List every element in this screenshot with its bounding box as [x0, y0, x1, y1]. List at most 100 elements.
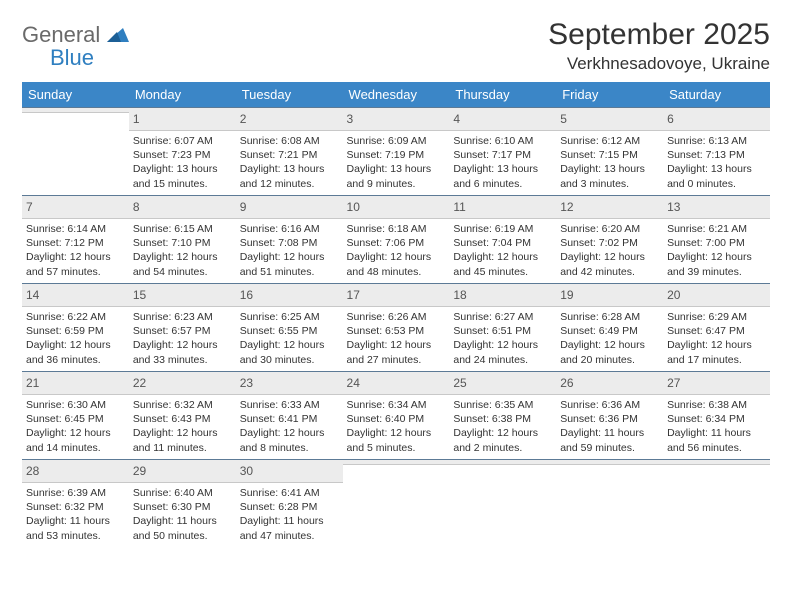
calendar-page: General Blue September 2025 Verkhnesadov…: [0, 0, 792, 565]
title-block: September 2025 Verkhnesadovoye, Ukraine: [548, 18, 770, 74]
day-number-bar: 16: [236, 283, 343, 307]
calendar-day-cell: 4 Sunrise: 6:10 AMSunset: 7:17 PMDaylight…: [449, 107, 556, 195]
day-number: 9: [240, 200, 247, 214]
calendar-day-cell: [343, 459, 450, 547]
calendar-day-cell: 24Sunrise: 6:34 AMSunset: 6:40 PMDayligh…: [343, 371, 450, 459]
day-number-bar: [556, 459, 663, 465]
day-number-bar: 22: [129, 371, 236, 395]
day-number-bar: 4: [449, 107, 556, 131]
calendar-day-cell: 30 Sunrise: 6:41 AMSunset: 6:28 PMDayligh…: [236, 459, 343, 547]
day-details: Sunrise: 6:29 AMSunset: 6:47 PMDaylight:…: [667, 310, 766, 367]
calendar-day-cell: 2Sunrise: 6:08 AMSunset: 7:21 PMDaylight…: [236, 107, 343, 195]
day-number: 14: [26, 288, 39, 302]
day-number: 29: [133, 464, 146, 478]
day-number: 15: [133, 288, 146, 302]
day-number-bar: 23: [236, 371, 343, 395]
day-details: Sunrise: 6:14 AMSunset: 7:12 PMDaylight:…: [26, 222, 125, 279]
day-number: 7: [26, 200, 33, 214]
weekday-header: Thursday: [449, 82, 556, 107]
calendar-day-cell: 12 Sunrise: 6:20 AMSunset: 7:02 PMDayligh…: [556, 195, 663, 283]
day-number: 28: [26, 464, 39, 478]
day-details: Sunrise: 6:30 AMSunset: 6:45 PMDaylight:…: [26, 398, 125, 455]
calendar-day-cell: 20 Sunrise: 6:29 AMSunset: 6:47 PMDayligh…: [663, 283, 770, 371]
calendar-day-cell: [22, 107, 129, 195]
day-details: Sunrise: 6:15 AMSunset: 7:10 PMDaylight:…: [133, 222, 232, 279]
calendar-day-cell: 15 Sunrise: 6:23 AMSunset: 6:57 PMDayligh…: [129, 283, 236, 371]
day-details: Sunrise: 6:13 AMSunset: 7:13 PMDaylight:…: [667, 134, 766, 191]
calendar-day-cell: 18 Sunrise: 6:27 AMSunset: 6:51 PMDayligh…: [449, 283, 556, 371]
day-number: 5: [560, 112, 567, 126]
day-number-bar: 3: [343, 107, 450, 131]
day-number: 6: [667, 112, 674, 126]
day-number-bar: 20: [663, 283, 770, 307]
calendar-day-cell: 21 Sunrise: 6:30 AMSunset: 6:45 PMDayligh…: [22, 371, 129, 459]
day-number: 18: [453, 288, 466, 302]
day-number: 21: [26, 376, 39, 390]
day-number: 23: [240, 376, 253, 390]
day-number: 20: [667, 288, 680, 302]
day-number-bar: 9: [236, 195, 343, 219]
day-details: Sunrise: 6:19 AMSunset: 7:04 PMDaylight:…: [453, 222, 552, 279]
month-title: September 2025: [548, 18, 770, 52]
day-number: 16: [240, 288, 253, 302]
calendar-day-cell: 25Sunrise: 6:35 AMSunset: 6:38 PMDayligh…: [449, 371, 556, 459]
calendar-day-cell: 13 Sunrise: 6:21 AMSunset: 7:00 PMDayligh…: [663, 195, 770, 283]
day-number-bar: 30: [236, 459, 343, 483]
calendar-day-cell: 22Sunrise: 6:32 AMSunset: 6:43 PMDayligh…: [129, 371, 236, 459]
day-number-bar: 2: [236, 107, 343, 131]
location-text: Verkhnesadovoye, Ukraine: [548, 54, 770, 74]
day-number-bar: [22, 107, 129, 113]
day-number-bar: 5: [556, 107, 663, 131]
calendar-day-cell: 8Sunrise: 6:15 AMSunset: 7:10 PMDaylight…: [129, 195, 236, 283]
weekday-header-row: SundayMondayTuesdayWednesdayThursdayFrid…: [22, 82, 770, 107]
day-number-bar: 18: [449, 283, 556, 307]
weekday-header: Wednesday: [343, 82, 450, 107]
calendar-day-cell: 11Sunrise: 6:19 AMSunset: 7:04 PMDayligh…: [449, 195, 556, 283]
logo-word-blue: Blue: [50, 45, 94, 70]
calendar-day-cell: 3Sunrise: 6:09 AMSunset: 7:19 PMDaylight…: [343, 107, 450, 195]
day-number-bar: 17: [343, 283, 450, 307]
day-number-bar: 28: [22, 459, 129, 483]
day-details: Sunrise: 6:34 AMSunset: 6:40 PMDaylight:…: [347, 398, 446, 455]
day-details: Sunrise: 6:27 AMSunset: 6:51 PMDaylight:…: [453, 310, 552, 367]
calendar-day-cell: 19Sunrise: 6:28 AMSunset: 6:49 PMDayligh…: [556, 283, 663, 371]
day-number-bar: 26: [556, 371, 663, 395]
day-details: Sunrise: 6:38 AMSunset: 6:34 PMDaylight:…: [667, 398, 766, 455]
day-details: Sunrise: 6:40 AMSunset: 6:30 PMDaylight:…: [133, 486, 232, 543]
day-details: Sunrise: 6:25 AMSunset: 6:55 PMDaylight:…: [240, 310, 339, 367]
day-number: 25: [453, 376, 466, 390]
day-details: Sunrise: 6:18 AMSunset: 7:06 PMDaylight:…: [347, 222, 446, 279]
calendar-day-cell: 1Sunrise: 6:07 AMSunset: 7:23 PMDaylight…: [129, 107, 236, 195]
day-number: 26: [560, 376, 573, 390]
calendar-day-cell: 5Sunrise: 6:12 AMSunset: 7:15 PMDaylight…: [556, 107, 663, 195]
calendar-day-cell: [449, 459, 556, 547]
logo: General Blue: [22, 24, 129, 70]
calendar-day-cell: 17 Sunrise: 6:26 AMSunset: 6:53 PMDayligh…: [343, 283, 450, 371]
day-number: 13: [667, 200, 680, 214]
day-number: 12: [560, 200, 573, 214]
weekday-header: Friday: [556, 82, 663, 107]
calendar-day-cell: [556, 459, 663, 547]
day-number: 3: [347, 112, 354, 126]
calendar-week-row: 7 Sunrise: 6:14 AMSunset: 7:12 PMDaylight…: [22, 195, 770, 283]
day-details: Sunrise: 6:26 AMSunset: 6:53 PMDaylight:…: [347, 310, 446, 367]
calendar-day-cell: 14Sunrise: 6:22 AMSunset: 6:59 PMDayligh…: [22, 283, 129, 371]
weekday-header: Tuesday: [236, 82, 343, 107]
day-number-bar: [663, 459, 770, 465]
day-number-bar: [343, 459, 450, 465]
day-number-bar: 1: [129, 107, 236, 131]
day-details: Sunrise: 6:20 AMSunset: 7:02 PMDaylight:…: [560, 222, 659, 279]
day-number-bar: 21: [22, 371, 129, 395]
day-number: 17: [347, 288, 360, 302]
day-details: Sunrise: 6:21 AMSunset: 7:00 PMDaylight:…: [667, 222, 766, 279]
calendar-week-row: 28Sunrise: 6:39 AMSunset: 6:32 PMDayligh…: [22, 459, 770, 547]
day-details: Sunrise: 6:10 AMSunset: 7:17 PMDaylight:…: [453, 134, 552, 191]
day-details: Sunrise: 6:23 AMSunset: 6:57 PMDaylight:…: [133, 310, 232, 367]
day-details: Sunrise: 6:33 AMSunset: 6:41 PMDaylight:…: [240, 398, 339, 455]
day-details: Sunrise: 6:41 AMSunset: 6:28 PMDaylight:…: [240, 486, 339, 543]
day-details: Sunrise: 6:28 AMSunset: 6:49 PMDaylight:…: [560, 310, 659, 367]
day-number: 22: [133, 376, 146, 390]
logo-word-general: General: [22, 22, 100, 47]
calendar-day-cell: 6 Sunrise: 6:13 AMSunset: 7:13 PMDaylight…: [663, 107, 770, 195]
day-number-bar: 25: [449, 371, 556, 395]
